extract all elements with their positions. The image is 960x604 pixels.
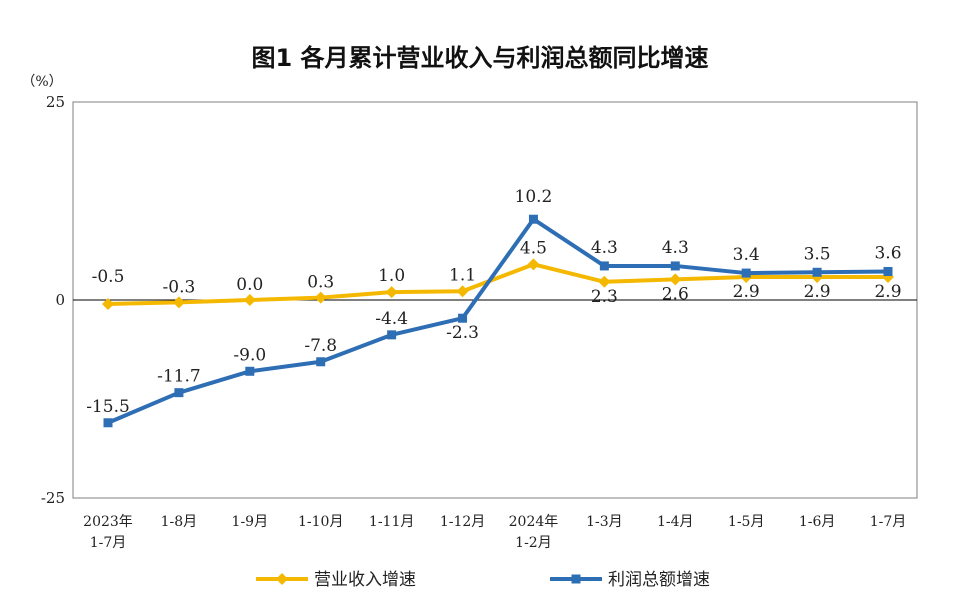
data-label: -2.3 <box>446 323 479 343</box>
legend-label: 利润总额增速 <box>608 570 710 590</box>
y-axis-ticks: 25 0 -25 <box>41 93 65 507</box>
data-label: 0.0 <box>236 275 263 295</box>
data-point <box>599 261 609 271</box>
x-tick-label: 1-10月 <box>298 514 343 530</box>
data-label: 3.6 <box>874 243 901 263</box>
legend-label: 营业收入增速 <box>314 570 416 590</box>
data-label: 2.9 <box>804 282 831 302</box>
data-point <box>172 296 185 309</box>
series-line <box>107 262 888 306</box>
x-tick-label: 1-7月 <box>90 535 127 551</box>
data-label: 2.9 <box>874 282 901 302</box>
legend-marker <box>571 574 581 584</box>
data-point <box>387 330 397 340</box>
legend: 营业收入增速 利润总额增速 <box>256 570 710 590</box>
data-label: -15.5 <box>86 397 130 417</box>
x-tick-label: 1-9月 <box>232 514 269 530</box>
x-axis-ticks: 2023年 1-7月 1-8月 1-9月 1-10月 1-11月 1-12月 2024年 1-2… <box>83 514 906 551</box>
data-point <box>316 357 326 367</box>
data-point <box>243 294 256 306</box>
data-label: 10.2 <box>515 187 553 207</box>
data-point <box>528 214 538 224</box>
data-label: 2.3 <box>591 287 618 307</box>
data-label: 0.3 <box>307 273 334 293</box>
x-tick-label: 1-5月 <box>728 514 765 530</box>
data-label: -7.8 <box>304 336 337 356</box>
data-point <box>598 275 611 288</box>
data-label: -0.5 <box>92 267 125 287</box>
data-label: 4.3 <box>591 238 618 258</box>
data-point <box>314 291 327 304</box>
data-label: 2.9 <box>733 282 760 302</box>
data-label: -11.7 <box>157 367 201 387</box>
x-tick-label: 1-8月 <box>161 514 198 530</box>
data-label: -9.0 <box>233 345 266 365</box>
series-line <box>107 217 889 425</box>
data-point <box>456 285 469 298</box>
data-label: 3.5 <box>804 244 831 264</box>
data-point <box>527 258 540 271</box>
data-point <box>741 268 751 278</box>
y-tick-label: 0 <box>55 291 65 309</box>
x-tick-label: 1-2月 <box>515 535 552 551</box>
y-axis-unit: （%） <box>21 74 62 90</box>
x-tick-label: 1-12月 <box>440 514 485 530</box>
data-point <box>174 388 184 398</box>
y-tick-label: -25 <box>41 489 65 507</box>
data-label: 2.6 <box>662 284 689 304</box>
data-label: -0.3 <box>163 277 196 297</box>
data-label: 3.4 <box>733 245 760 265</box>
x-tick-label: 1-3月 <box>586 514 623 530</box>
x-tick-label: 1-7月 <box>870 514 907 530</box>
x-tick-label: 1-6月 <box>799 514 836 530</box>
y-tick-label: 25 <box>46 93 65 111</box>
data-point <box>245 366 255 376</box>
series-layer: -0.5 -0.3 0.0 0.3 1.0 1.1 4.5 2.3 2.6 2.9 2.9 2.9 -1… <box>86 187 902 428</box>
data-point <box>812 267 822 277</box>
data-point <box>103 418 113 428</box>
data-point <box>102 297 114 310</box>
x-tick-label: 1-11月 <box>369 514 414 530</box>
data-point <box>458 313 468 323</box>
data-point <box>883 266 893 276</box>
chart-title: 图1 各月累计营业收入与利润总额同比增速 <box>251 44 708 72</box>
x-tick-label: 2024年 <box>509 514 559 530</box>
data-point <box>669 273 682 286</box>
x-tick-label: 1-4月 <box>657 514 694 530</box>
data-label: 1.0 <box>378 266 405 286</box>
data-point <box>385 286 398 299</box>
data-label: 4.3 <box>662 238 689 258</box>
data-label: 4.5 <box>520 238 547 258</box>
legend-marker <box>276 573 288 585</box>
data-point <box>670 261 680 271</box>
data-label: -4.4 <box>375 309 408 329</box>
x-tick-label: 2023年 <box>83 514 133 530</box>
data-label: 1.1 <box>449 265 476 285</box>
